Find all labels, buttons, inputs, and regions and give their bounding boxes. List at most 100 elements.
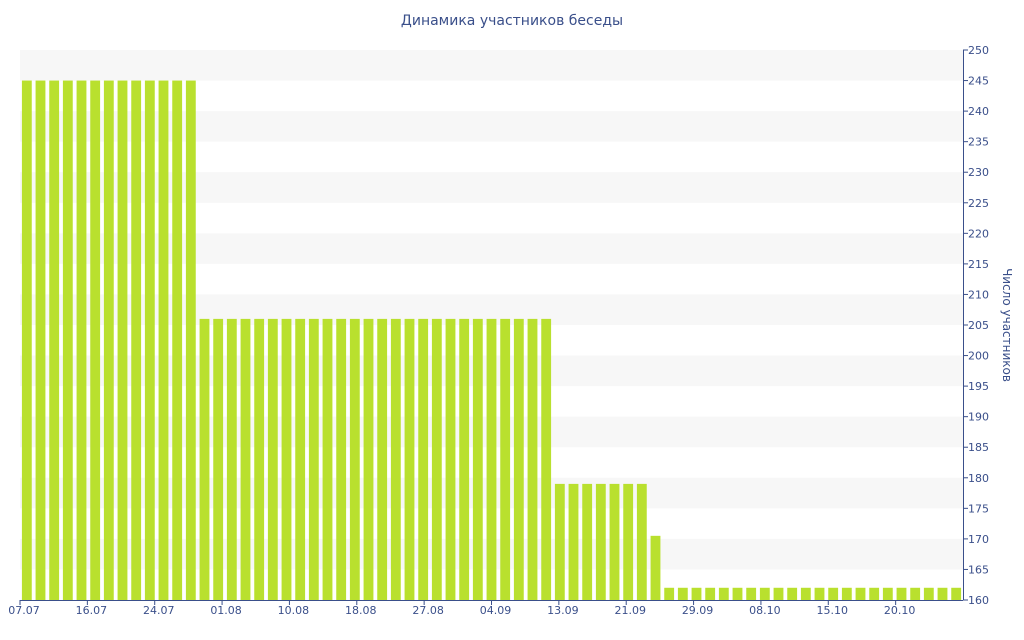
bar[interactable]: [582, 483, 593, 600]
bar[interactable]: [322, 318, 333, 600]
x-tick-label: 21.09: [614, 604, 646, 617]
bar[interactable]: [541, 318, 552, 600]
y-axis-label: Число участников: [1000, 268, 1014, 382]
bar[interactable]: [951, 587, 962, 600]
x-tick-label: 24.07: [143, 604, 175, 617]
bar[interactable]: [254, 318, 265, 600]
bar[interactable]: [691, 587, 702, 600]
bar[interactable]: [308, 318, 319, 600]
bar[interactable]: [636, 483, 647, 600]
bar[interactable]: [718, 587, 729, 600]
bar[interactable]: [404, 318, 415, 600]
bar[interactable]: [431, 318, 442, 600]
y-tick-label: 215: [968, 258, 989, 271]
bar[interactable]: [62, 80, 73, 600]
bar[interactable]: [855, 587, 866, 600]
x-tick-label: 20.10: [884, 604, 916, 617]
bar[interactable]: [445, 318, 456, 600]
bar[interactable]: [240, 318, 251, 600]
bar[interactable]: [172, 80, 183, 600]
bar[interactable]: [35, 80, 46, 600]
bar[interactable]: [595, 483, 606, 600]
bar[interactable]: [814, 587, 825, 600]
bar[interactable]: [226, 318, 237, 600]
bar[interactable]: [609, 483, 620, 600]
grid-band: [20, 50, 963, 81]
bar[interactable]: [568, 483, 579, 600]
y-tick-label: 195: [968, 380, 989, 393]
y-tick-label: 180: [968, 472, 989, 485]
bar[interactable]: [377, 318, 388, 600]
y-tick-label: 190: [968, 411, 989, 424]
bar[interactable]: [76, 80, 87, 600]
x-tick-label: 04.09: [480, 604, 512, 617]
bar[interactable]: [281, 318, 292, 600]
bar[interactable]: [828, 587, 839, 600]
bar[interactable]: [773, 587, 784, 600]
bar[interactable]: [144, 80, 155, 600]
bar[interactable]: [103, 80, 114, 600]
y-tick-label: 240: [968, 105, 989, 118]
bar[interactable]: [472, 318, 483, 600]
bar[interactable]: [295, 318, 306, 600]
bar[interactable]: [896, 587, 907, 600]
bar[interactable]: [131, 80, 142, 600]
bar[interactable]: [527, 318, 538, 600]
bar[interactable]: [923, 587, 934, 600]
y-tick-label: 250: [968, 44, 989, 57]
bar[interactable]: [705, 587, 716, 600]
bar[interactable]: [623, 483, 634, 600]
bar[interactable]: [185, 80, 196, 600]
bar[interactable]: [937, 587, 948, 600]
bar[interactable]: [158, 80, 169, 600]
bar[interactable]: [800, 587, 811, 600]
bar[interactable]: [677, 587, 688, 600]
y-tick-label: 165: [968, 563, 989, 576]
bar[interactable]: [650, 535, 661, 600]
bar[interactable]: [882, 587, 893, 600]
bar[interactable]: [363, 318, 374, 600]
bar[interactable]: [336, 318, 347, 600]
y-tick-label: 175: [968, 502, 989, 515]
bar[interactable]: [21, 80, 32, 600]
bar[interactable]: [117, 80, 128, 600]
y-tick-label: 225: [968, 197, 989, 210]
bar[interactable]: [732, 587, 743, 600]
bar[interactable]: [459, 318, 470, 600]
bar[interactable]: [664, 587, 675, 600]
x-tick-label: 01.08: [210, 604, 242, 617]
y-tick-label: 185: [968, 441, 989, 454]
x-tick-label: 07.07: [8, 604, 40, 617]
y-tick-label: 210: [968, 288, 989, 301]
bar[interactable]: [199, 318, 210, 600]
bar[interactable]: [869, 587, 880, 600]
y-tick-label: 200: [968, 350, 989, 363]
bar[interactable]: [554, 483, 565, 600]
bar[interactable]: [513, 318, 524, 600]
bar[interactable]: [213, 318, 224, 600]
y-tick-label: 235: [968, 136, 989, 149]
bar[interactable]: [49, 80, 60, 600]
bar[interactable]: [759, 587, 770, 600]
x-tick-label: 08.10: [749, 604, 781, 617]
bar[interactable]: [500, 318, 511, 600]
bar[interactable]: [910, 587, 921, 600]
bar[interactable]: [486, 318, 497, 600]
y-tick-label: 245: [968, 75, 989, 88]
bar[interactable]: [349, 318, 360, 600]
bar[interactable]: [390, 318, 401, 600]
bar[interactable]: [267, 318, 278, 600]
bar[interactable]: [841, 587, 852, 600]
bar[interactable]: [418, 318, 429, 600]
x-tick-label: 15.10: [817, 604, 849, 617]
y-tick-label: 220: [968, 227, 989, 240]
bar[interactable]: [90, 80, 101, 600]
x-tick-label: 18.08: [345, 604, 377, 617]
y-tick-label: 160: [968, 594, 989, 607]
bar[interactable]: [787, 587, 798, 600]
x-tick-label: 27.08: [412, 604, 444, 617]
x-tick-label: 29.09: [682, 604, 714, 617]
x-tick-label: 13.09: [547, 604, 579, 617]
bar[interactable]: [746, 587, 757, 600]
